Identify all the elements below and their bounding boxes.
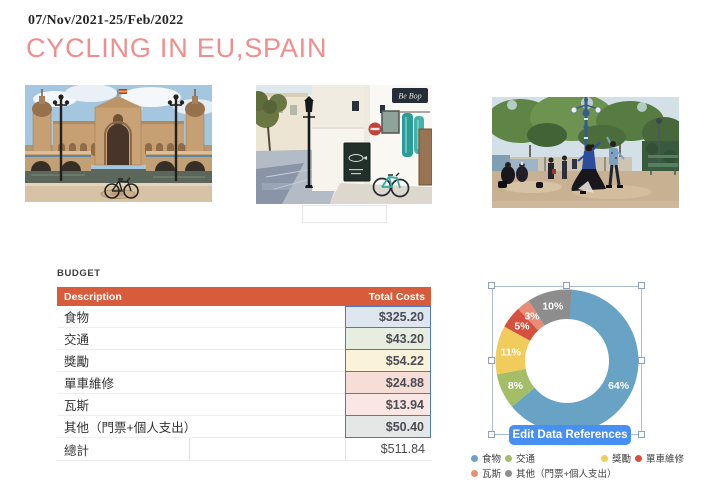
- flamenco-dancer-blue: [571, 141, 606, 194]
- bicycle: [104, 177, 139, 199]
- lamppost-right-icon: [167, 94, 185, 181]
- total-value[interactable]: $511.84: [345, 438, 431, 460]
- slice-percent-label: 64%: [608, 380, 630, 392]
- slice-percent-label: 8%: [508, 380, 524, 392]
- row-value-cell[interactable]: $13.94: [345, 394, 431, 416]
- row-value-cell[interactable]: $325.20: [345, 306, 431, 328]
- legend-label: 瓦斯: [482, 469, 502, 480]
- legend-item-gas[interactable]: 瓦斯: [471, 466, 501, 480]
- legend-label: 交通: [516, 454, 536, 465]
- photo-plaza-espana[interactable]: [25, 85, 212, 202]
- legend-dot: [471, 469, 478, 477]
- row-label[interactable]: 食物: [57, 306, 345, 328]
- legend-label: 單車維修: [646, 454, 685, 465]
- legend-dot: [635, 454, 642, 462]
- photo-white-street-shop[interactable]: Be Bop: [256, 85, 432, 204]
- slice-percent-label: 5%: [514, 321, 530, 333]
- row-value-cell[interactable]: $54.22: [345, 350, 431, 372]
- budget-table-header: Description Total Costs: [57, 287, 431, 306]
- bridge-right: [146, 151, 212, 171]
- column-header-total-costs[interactable]: Total Costs: [368, 290, 425, 303]
- legend-dot: [601, 454, 608, 462]
- row-label[interactable]: 瓦斯: [57, 394, 345, 416]
- row-label[interactable]: 單車維修: [57, 372, 345, 394]
- legend-item-bike-repair[interactable]: 單車維修: [635, 451, 684, 465]
- selection-handle-bottom-left[interactable]: [488, 431, 495, 438]
- slice-percent-label: 10%: [542, 300, 564, 312]
- total-spacer-cell[interactable]: [189, 438, 345, 460]
- legend-item-reward[interactable]: 獎勵: [601, 451, 631, 465]
- legend-label: 其他（門票+個人支出）: [516, 469, 617, 480]
- standing-spectators: [548, 155, 577, 179]
- row-label[interactable]: 獎勵: [57, 350, 345, 372]
- donut-slice-瓦斯[interactable]: [518, 300, 545, 331]
- donut-slice-交通[interactable]: [496, 368, 535, 407]
- table-row: 食物 $325.20: [57, 306, 431, 328]
- donut-slice-食物[interactable]: [511, 289, 639, 433]
- menu-board: [343, 142, 371, 182]
- row-value-cell[interactable]: $24.88: [345, 372, 431, 394]
- bench-icon: [648, 155, 678, 175]
- bicycle: [372, 172, 410, 198]
- empty-text-box[interactable]: [302, 205, 387, 223]
- slice-percent-label: 11%: [500, 347, 521, 359]
- shop-sign: Be Bop: [392, 88, 428, 103]
- legend-label: 食物: [482, 454, 502, 465]
- page-title[interactable]: CYCLING IN EU,SPAIN: [26, 33, 328, 63]
- tree-icon: [256, 91, 287, 152]
- budget-section-label: BUDGET: [57, 268, 101, 279]
- bridge-left: [25, 151, 91, 171]
- table-row: 獎勵 $54.22: [57, 350, 431, 372]
- legend-dot: [505, 454, 512, 462]
- shop-sign-text: Be Bop: [398, 92, 421, 101]
- legend-dot: [471, 454, 478, 462]
- donut-slice-其他（門票+個人支出）[interactable]: [528, 289, 572, 326]
- table-row: 其他（門票+個人支出） $50.40: [57, 416, 431, 438]
- slice-percent-label: 3%: [524, 310, 540, 322]
- selection-handle-bottom-right[interactable]: [638, 431, 645, 438]
- date-range-text[interactable]: 07/Nov/2021-25/Feb/2022: [28, 13, 184, 28]
- no-entry-sign-icon: [368, 122, 382, 136]
- photo-park-flamenco-dancers[interactable]: [492, 97, 679, 208]
- row-label[interactable]: 其他（門票+個人支出）: [57, 416, 345, 438]
- street-lamppost-icon: [303, 96, 315, 188]
- legend-item-food[interactable]: 食物: [471, 451, 501, 465]
- total-label[interactable]: 總計: [64, 443, 90, 458]
- selection-handle-middle-right[interactable]: [638, 357, 645, 364]
- edit-data-references-button[interactable]: Edit Data References: [509, 425, 631, 445]
- selection-handle-middle-left[interactable]: [488, 357, 495, 364]
- table-row: 瓦斯 $13.94: [57, 394, 431, 416]
- table-row: 單車維修 $24.88: [57, 372, 431, 394]
- donut-chart[interactable]: 64% 8% 11% 5%3%10%: [495, 289, 639, 433]
- donut-slice-獎勵[interactable]: [495, 326, 531, 375]
- seated-spectators: [498, 161, 543, 188]
- selection-handle-top-right[interactable]: [638, 282, 645, 289]
- legend-item-transport[interactable]: 交通: [505, 451, 535, 465]
- donut-slice-單車維修[interactable]: [504, 308, 539, 341]
- row-value-cell[interactable]: $50.40: [345, 416, 431, 438]
- column-header-description[interactable]: Description: [64, 290, 122, 303]
- budget-table: Description Total Costs 食物 $325.20 交通 $4…: [57, 287, 431, 461]
- legend-item-other[interactable]: 其他（門票+個人支出）: [505, 466, 617, 480]
- row-value-cell[interactable]: $43.20: [345, 328, 431, 350]
- dancer-denim: [606, 136, 625, 188]
- table-total-row: 總計 $511.84: [57, 438, 431, 461]
- selection-handle-top-middle[interactable]: [563, 282, 570, 289]
- ornate-lamppost-icon: [570, 97, 602, 175]
- table-row: 交通 $43.20: [57, 328, 431, 350]
- lamppost-left-icon: [52, 94, 70, 181]
- selection-handle-top-left[interactable]: [488, 282, 495, 289]
- legend-dot: [505, 469, 512, 477]
- legend-label: 獎勵: [612, 454, 632, 465]
- row-label[interactable]: 交通: [57, 328, 345, 350]
